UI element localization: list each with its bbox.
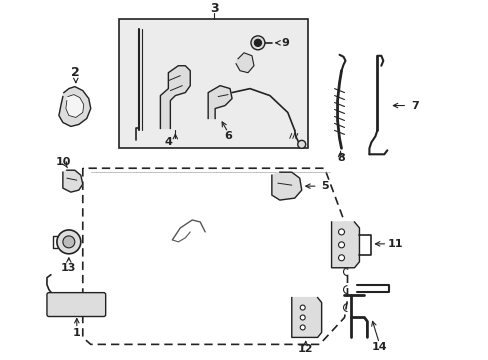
Circle shape <box>63 236 75 248</box>
Circle shape <box>338 255 344 261</box>
Text: 7: 7 <box>410 100 418 111</box>
Text: 6: 6 <box>224 131 231 141</box>
Circle shape <box>300 315 305 320</box>
Text: 4: 4 <box>164 138 172 147</box>
Text: 11: 11 <box>386 239 402 249</box>
Circle shape <box>254 39 261 46</box>
Circle shape <box>250 36 264 50</box>
Text: 1: 1 <box>73 328 81 338</box>
Text: 10: 10 <box>55 157 70 167</box>
Text: 9: 9 <box>281 38 289 48</box>
Text: 5: 5 <box>320 181 328 191</box>
Polygon shape <box>236 53 253 73</box>
FancyBboxPatch shape <box>47 293 105 316</box>
Polygon shape <box>331 222 359 268</box>
Text: 2: 2 <box>71 66 80 79</box>
Circle shape <box>57 230 81 254</box>
Polygon shape <box>271 172 301 200</box>
Polygon shape <box>59 87 91 126</box>
Circle shape <box>300 305 305 310</box>
Text: 3: 3 <box>209 3 218 15</box>
Text: 14: 14 <box>371 342 386 352</box>
Circle shape <box>338 242 344 248</box>
Polygon shape <box>63 170 82 192</box>
Polygon shape <box>208 86 232 118</box>
Text: 12: 12 <box>297 345 313 354</box>
Bar <box>119 19 307 148</box>
Circle shape <box>338 229 344 235</box>
Polygon shape <box>160 66 190 129</box>
Polygon shape <box>291 298 321 337</box>
Text: 8: 8 <box>337 153 345 163</box>
Polygon shape <box>66 95 83 117</box>
Circle shape <box>297 140 305 148</box>
Text: 13: 13 <box>61 263 77 273</box>
Circle shape <box>300 325 305 330</box>
